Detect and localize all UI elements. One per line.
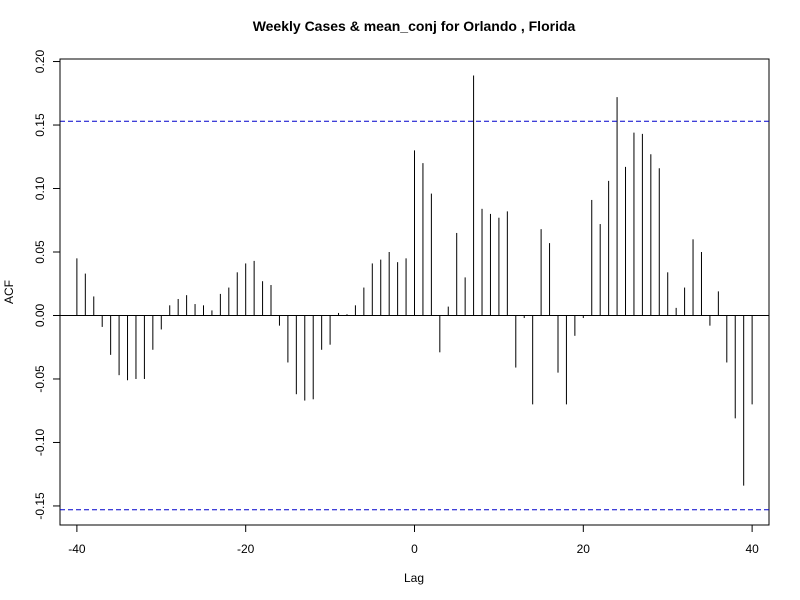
- y-axis-label: ACF: [2, 280, 16, 304]
- y-tick-label: 0.20: [33, 50, 47, 74]
- y-tick-label: -0.10: [33, 428, 47, 456]
- x-tick-label: 0: [411, 542, 418, 556]
- y-axis: -0.15 -0.10 -0.05 0.00 0.05 0.10 0.15 0.20: [33, 50, 61, 520]
- y-tick-label: -0.15: [33, 492, 47, 520]
- x-tick-label: -40: [68, 542, 86, 556]
- y-tick-label: 0.10: [33, 177, 47, 201]
- y-tick-label: 0.05: [33, 240, 47, 264]
- x-tick-label: -20: [237, 542, 255, 556]
- reference-lines: [60, 120, 769, 511]
- x-axis: -40 -20 0 20 40: [68, 524, 759, 556]
- y-tick-label: 0.15: [33, 113, 47, 137]
- y-tick-label: -0.05: [33, 365, 47, 393]
- x-tick-label: 40: [745, 542, 759, 556]
- x-tick-label: 20: [577, 542, 591, 556]
- x-axis-label: Lag: [404, 571, 424, 585]
- y-tick-label: 0.00: [33, 303, 47, 327]
- acf-spikes: [76, 75, 753, 486]
- chart-title: Weekly Cases & mean_conj for Orlando , F…: [253, 18, 576, 34]
